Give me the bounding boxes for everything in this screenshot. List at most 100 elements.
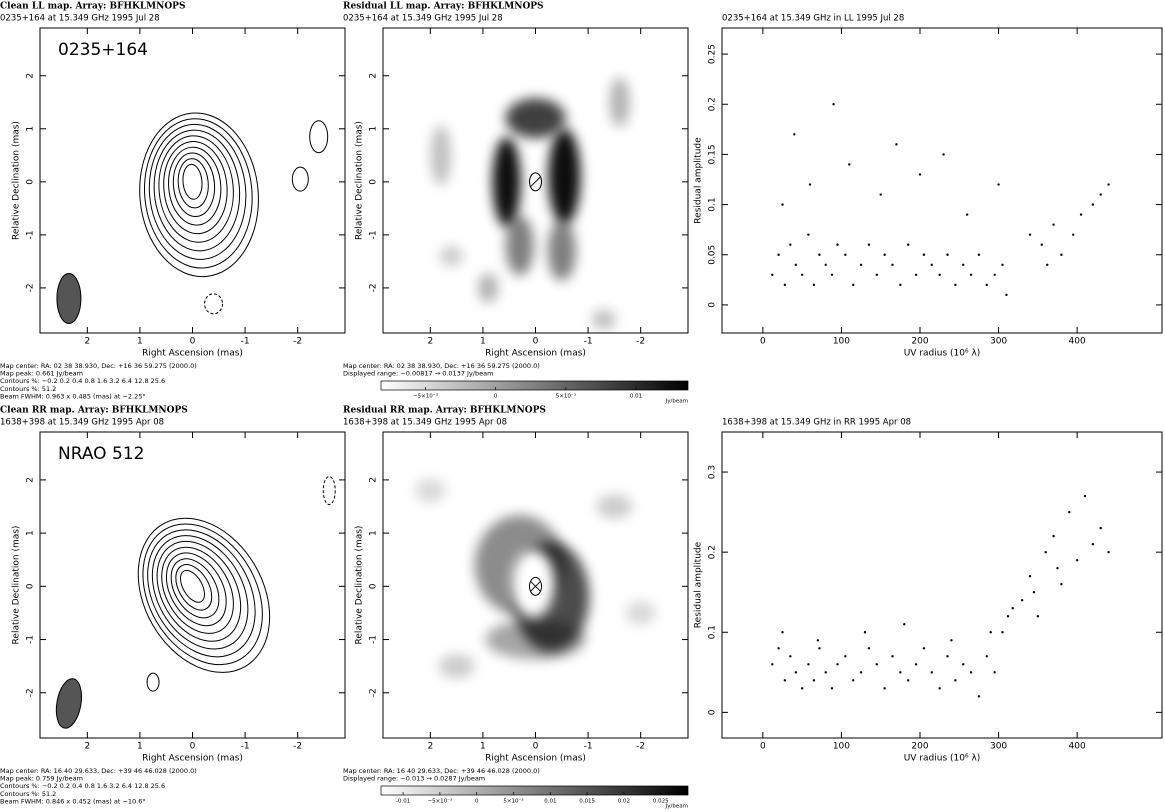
- point: [860, 264, 862, 266]
- point: [813, 679, 815, 681]
- point: [852, 284, 854, 286]
- x-tick-label: 0: [760, 742, 766, 752]
- point: [795, 671, 797, 673]
- point: [923, 647, 925, 649]
- point: [789, 244, 791, 246]
- point: [809, 183, 811, 185]
- y-tick-label: 1: [26, 530, 36, 536]
- colorbar-tick-label: 0.01: [544, 799, 556, 805]
- colorbar-tick-label: 0: [475, 799, 479, 805]
- y-tick-label: 0.1: [708, 625, 718, 639]
- y-tick-label: 0.25: [708, 44, 718, 64]
- y-axis-label: Residual amplitude: [694, 541, 704, 628]
- y-tick-label: 0.3: [708, 465, 718, 479]
- x-axis-label: Right Ascension (mas): [142, 349, 243, 359]
- x-axis-label: Right Ascension (mas): [142, 754, 243, 764]
- panel-subtitle: 0235+164 at 15.349 GHz 1995 Jul 28: [0, 14, 160, 24]
- point: [899, 671, 901, 673]
- map-note: Displayed range: −0.00817 → 0.0137 Jy/be…: [343, 370, 493, 378]
- point: [795, 264, 797, 266]
- contour: [147, 534, 248, 646]
- colorbar-tick-label: -0.01: [396, 799, 410, 805]
- point: [931, 671, 933, 673]
- residual-blob: [506, 98, 566, 138]
- y-tick-label: -1: [369, 635, 379, 644]
- point: [801, 274, 803, 276]
- contour: [112, 495, 297, 697]
- plot-area: [771, 495, 1110, 698]
- colorbar-unit: Jy/beam: [665, 804, 688, 810]
- point: [836, 244, 838, 246]
- colorbar-tick-label: 5×10⁻³: [556, 393, 576, 400]
- x-tick-label: 0: [190, 742, 196, 752]
- contour: [310, 121, 328, 153]
- point: [883, 687, 885, 689]
- frame: [40, 28, 345, 333]
- residual-blob: [415, 479, 445, 503]
- panel-subtitle: 1638+398 at 15.349 GHz 1995 Apr 08: [0, 418, 164, 428]
- point: [997, 183, 999, 185]
- x-tick-label: 2: [84, 337, 90, 347]
- panel: Clean RR map. Array: BFHKLMNOPS1638+398 …: [0, 406, 345, 806]
- beam: [57, 274, 81, 324]
- y-tick-label: 0: [369, 583, 379, 589]
- x-tick-label: -2: [293, 337, 302, 347]
- point: [831, 274, 833, 276]
- y-tick-label: 0.2: [708, 545, 718, 559]
- colorbar-tick-label: −5×10⁻³: [413, 393, 438, 400]
- point: [836, 663, 838, 665]
- point: [1100, 527, 1102, 529]
- point: [899, 284, 901, 286]
- point: [942, 153, 944, 155]
- point: [946, 655, 948, 657]
- y-axis-label: Relative Declination (mas): [12, 121, 22, 240]
- point: [1005, 294, 1007, 296]
- residual-blob: [592, 310, 616, 330]
- x-tick-label: 1: [137, 742, 143, 752]
- point: [860, 671, 862, 673]
- residual-blob: [478, 273, 498, 303]
- point: [970, 671, 972, 673]
- y-axis-label: Relative Declination (mas): [12, 526, 22, 645]
- point: [938, 274, 940, 276]
- y-tick-label: 2: [369, 477, 379, 483]
- point: [895, 143, 897, 145]
- point: [1001, 264, 1003, 266]
- point: [915, 274, 917, 276]
- panel-title: 1638+398 at 15.349 GHz in RR 1995 Apr 08: [722, 418, 911, 428]
- y-tick-label: 0.05: [708, 245, 718, 265]
- residual-blob: [486, 620, 586, 660]
- frame: [722, 28, 1162, 333]
- point: [1080, 213, 1082, 215]
- x-tick-label: 1: [137, 337, 143, 347]
- point: [907, 679, 909, 681]
- x-tick-label: 1: [480, 337, 486, 347]
- colorbar-unit: Jy/beam: [665, 399, 688, 405]
- x-tick-label: 300: [990, 742, 1007, 752]
- point: [844, 254, 846, 256]
- x-tick-label: 400: [1069, 337, 1086, 347]
- point: [818, 647, 820, 649]
- point: [907, 244, 909, 246]
- map-note: Beam FWHM: 0.846 x 0.452 (mas) at −10.6°: [0, 797, 146, 805]
- point: [844, 655, 846, 657]
- y-tick-label: -2: [26, 688, 36, 697]
- point: [1084, 495, 1086, 497]
- panel-title: Residual RR map. Array: BFHKLMNOPS: [343, 406, 546, 416]
- point: [970, 274, 972, 276]
- point: [891, 264, 893, 266]
- point: [777, 254, 779, 256]
- y-tick-label: -1: [369, 230, 379, 239]
- point: [1060, 583, 1062, 585]
- beam: [53, 677, 85, 730]
- contour: [126, 511, 277, 677]
- point: [1037, 615, 1039, 617]
- point: [954, 284, 956, 286]
- map-note: Beam FWHM: 0.963 x 0.485 (mas) at −2.25°: [0, 392, 146, 400]
- contour: [133, 108, 265, 282]
- x-tick-label: 200: [911, 337, 928, 347]
- contour: [176, 566, 210, 606]
- frame: [722, 432, 1162, 738]
- x-tick-label: 2: [427, 742, 433, 752]
- plot-area: [57, 108, 328, 324]
